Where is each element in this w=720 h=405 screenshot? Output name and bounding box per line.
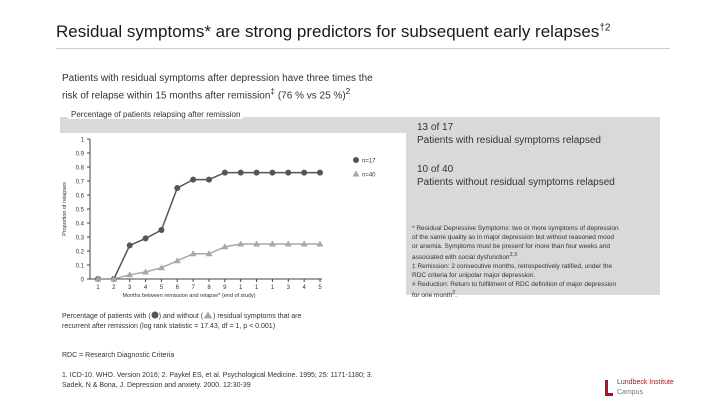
- x-tick-label: 3: [128, 285, 132, 291]
- series-line-1: [98, 243, 320, 280]
- footnote-line: associated with social dysfunction2,3: [412, 252, 518, 262]
- y-tick-label: 0: [81, 278, 85, 284]
- footnote-line: RDC criteria for unipolar major depressi…: [412, 272, 536, 280]
- lundbeck-logo: Lundbeck Institute Campus: [605, 378, 695, 400]
- x-tick-label: 5: [160, 285, 164, 291]
- data-point-triangle: [189, 250, 197, 257]
- legend-label: n=17: [362, 159, 376, 165]
- y-tick-label: 0.3: [76, 236, 85, 242]
- data-point-circle: [253, 169, 260, 176]
- intro-text: Patients with residual symptoms after de…: [62, 73, 402, 102]
- data-point-circle: [221, 169, 228, 176]
- intro-line-1: Patients with residual symptoms after de…: [62, 73, 373, 84]
- footnote-line: for one month2.: [412, 290, 457, 300]
- y-tick-label: 1: [81, 138, 85, 144]
- footnote-line: ‡ Remission: 2 consecutive months, retro…: [412, 263, 613, 271]
- data-point-circle: [142, 235, 149, 242]
- x-tick-label: 7: [191, 285, 195, 291]
- circle-marker-icon: [151, 311, 159, 319]
- data-point-circle: [126, 242, 133, 249]
- data-point-triangle: [142, 268, 150, 275]
- data-point-circle: [317, 169, 323, 176]
- x-tick-label: 1: [271, 285, 275, 291]
- y-tick-label: 0.9: [76, 152, 85, 158]
- callout-without-residual: 10 of 40 Patients without residual sympt…: [417, 163, 657, 189]
- logo-mark-icon: [605, 380, 613, 396]
- title-divider: [56, 48, 670, 49]
- x-tick-label: 3: [287, 285, 291, 291]
- data-point-circle: [285, 169, 292, 176]
- data-point-circle: [237, 169, 244, 176]
- reference-line-1: 1. ICD-10. WHO. Version 2016; 2. Paykel …: [62, 372, 373, 379]
- footnote-line: # Reduction: Return to fulfillment of RD…: [412, 281, 617, 289]
- x-axis-label: Months between remission and relapse# (e…: [122, 291, 255, 299]
- y-axis-label: Proportion of relapses: [62, 182, 68, 236]
- footnote-line: of the same quality as in major depressi…: [412, 234, 614, 241]
- callout-a-count: 13 of 17: [417, 122, 454, 133]
- logo-line-2: Campus: [617, 389, 644, 396]
- data-point-triangle: [110, 275, 118, 282]
- data-point-circle: [206, 176, 212, 183]
- data-point-triangle: [205, 250, 213, 257]
- y-tick-label: 0.6: [76, 194, 85, 200]
- callout-b-text: Patients without residual symptoms relap…: [417, 177, 615, 188]
- data-point-circle: [301, 169, 308, 176]
- legend-marker-circle: [353, 157, 359, 163]
- x-tick-label: 8: [207, 285, 211, 291]
- x-tick-label: 6: [176, 285, 180, 291]
- x-tick-label: 1: [96, 285, 100, 291]
- x-tick-label: 4: [302, 285, 306, 291]
- data-point-triangle: [173, 257, 181, 264]
- rdc-abbreviation: RDC = Research Diagnostic Criteria: [62, 352, 175, 359]
- page-title: Residual symptoms* are strong predictors…: [56, 22, 611, 41]
- y-tick-label: 0.7: [76, 180, 85, 186]
- chart-box: 0 0.1 0.2 0.3 0.4 0.5 0.6 0.7 0.8 0.9 1 1 2 3 4 5 6 7 8 9 1 1…: [60, 133, 406, 303]
- footnote-line: * Residual Depressive Symptoms: two or m…: [412, 225, 619, 232]
- series-line-0: [98, 171, 320, 280]
- x-tick-label: 5: [318, 285, 322, 291]
- intro-line-2: risk of relapse within 15 months after r…: [62, 86, 351, 102]
- caption-line-2: recurrent after remission (log rank stat…: [62, 323, 276, 330]
- callout-b-count: 10 of 40: [417, 164, 454, 175]
- x-tick-label: 9: [223, 285, 227, 291]
- data-point-triangle: [300, 240, 308, 247]
- data-point-triangle: [126, 271, 134, 278]
- relapse-chart: 0 0.1 0.2 0.3 0.4 0.5 0.6 0.7 0.8 0.9 1 1 2 3 4 5 6 7 8 9 1 1…: [62, 138, 376, 300]
- data-point-triangle: [253, 240, 261, 247]
- footnote-line: or anemia. Symptoms must be present for …: [412, 243, 610, 250]
- callout-a-text: Patients with residual symptoms relapsed: [417, 135, 601, 146]
- chart-caption: Percentage of patients with () and witho…: [62, 311, 362, 332]
- legend-marker-triangle: [352, 170, 360, 177]
- data-point-circle: [158, 227, 165, 233]
- data-point-triangle: [157, 264, 165, 271]
- data-point-circle: [190, 176, 197, 183]
- data-point-triangle: [316, 240, 324, 247]
- caption-line-1: Percentage of patients with () and witho…: [62, 311, 302, 320]
- y-tick-label: 0.4: [76, 222, 85, 228]
- reference-line-2: Sadek, N & Bona, J. Depression and anxie…: [62, 382, 251, 389]
- logo-line-1: Lundbeck Institute: [617, 379, 674, 386]
- data-point-triangle: [221, 243, 229, 250]
- callout-with-residual: 13 of 17 Patients with residual symptoms…: [417, 121, 657, 147]
- triangle-marker-icon: [203, 311, 213, 319]
- x-tick-label: 1: [255, 285, 259, 291]
- x-tick-label: 2: [112, 285, 116, 291]
- y-tick-label: 0.8: [76, 166, 85, 172]
- x-tick-label: 1: [239, 285, 243, 291]
- legend-label: n=40: [362, 173, 376, 179]
- references: 1. ICD-10. WHO. Version 2016; 2. Paykel …: [62, 371, 442, 391]
- data-point-triangle: [284, 240, 292, 247]
- data-point-circle: [269, 169, 276, 176]
- definitions-footnote: * Residual Depressive Symptoms: two or m…: [412, 224, 674, 300]
- y-tick-label: 0.2: [76, 250, 85, 256]
- x-tick-label: 4: [144, 285, 148, 291]
- y-tick-label: 0.5: [76, 208, 85, 214]
- y-tick-label: 0.1: [76, 264, 85, 270]
- data-point-triangle: [94, 275, 102, 282]
- panel-label: Percentage of patients relapsing after r…: [68, 110, 244, 119]
- data-point-triangle: [268, 240, 276, 247]
- data-point-circle: [174, 185, 181, 191]
- data-point-triangle: [237, 240, 245, 247]
